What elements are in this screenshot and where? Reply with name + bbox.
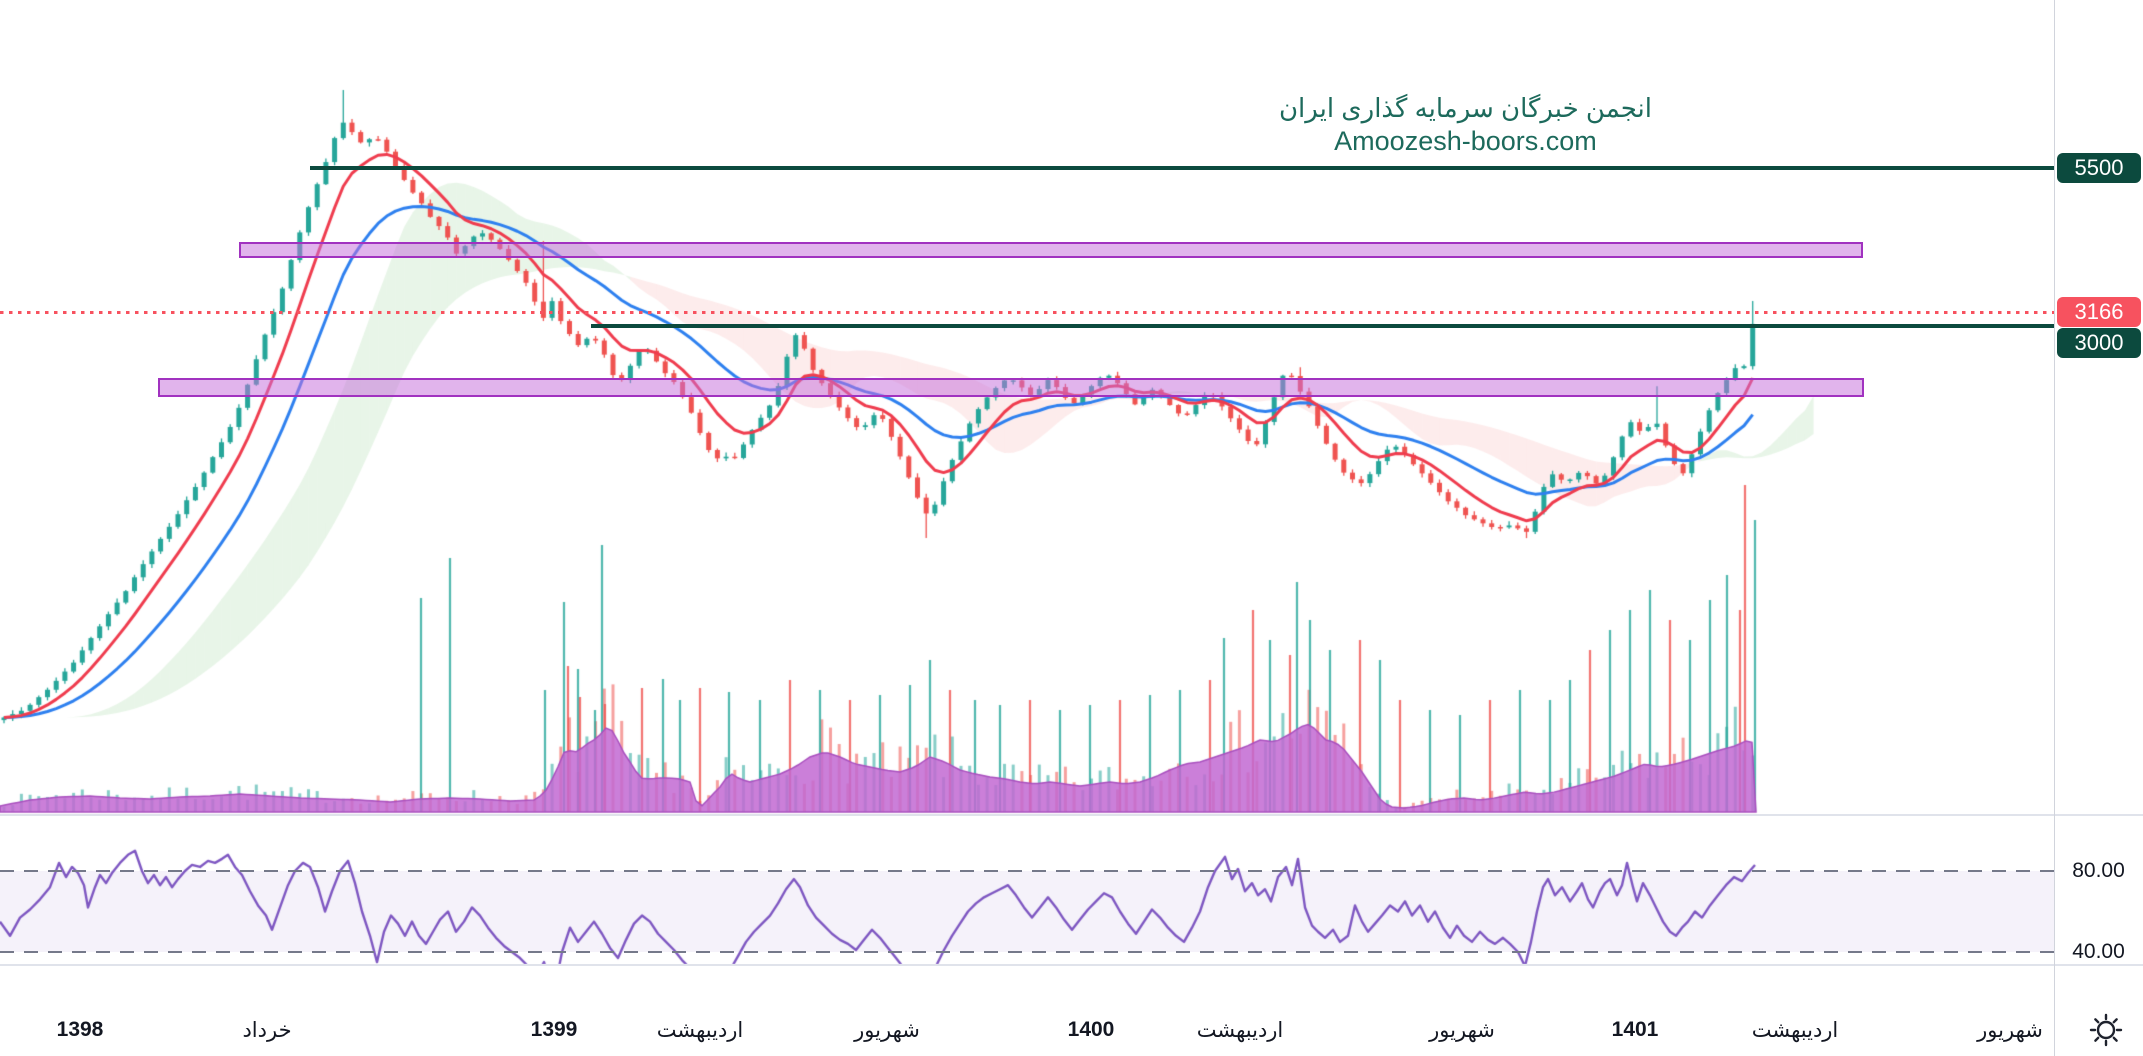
rsi-label-40: 40.00 [2072,940,2125,963]
level-line-5500[interactable] [310,165,2054,170]
price-badge-3000: 3000 [2057,327,2141,358]
level-line-3000[interactable] [591,323,2054,328]
supply-zone-rect[interactable] [239,241,1863,258]
rsi-lower-dashed-line[interactable] [0,951,2062,953]
time-tick-1399[interactable]: 1399 [530,1018,578,1041]
time-axis[interactable]: 1398 خرداد 1399 اردیبهشت شهریور 1400 اردیبهشت ش… [0,966,2054,1056]
time-tick-شهریور[interactable]: شهریور [1429,1019,1495,1042]
pane-separator-rsi-time[interactable] [0,964,2143,966]
rsi-upper-dashed-line[interactable] [0,870,2062,872]
price-axis[interactable]: 9000700042002400180014001100860685545 [2054,0,2143,964]
time-tick-1400[interactable]: 1400 [1067,1018,1115,1041]
time-tick-اردیبهشت[interactable]: اردیبهشت [1751,1019,1839,1042]
time-tick-1398[interactable]: 1398 [56,1018,104,1041]
watermark-title: انجمن خبرگان سرمایه گذاری ایران [1278,93,1652,123]
rsi-label-80: 80.00 [2072,859,2125,882]
sun-icon[interactable] [2088,1012,2124,1048]
pane-separator-main-rsi[interactable] [0,814,2143,816]
price-badge-5500: 5500 [2057,152,2141,183]
last-price-line[interactable] [0,310,2054,314]
watermark: انجمن خبرگان سرمایه گذاری ایران Amoozesh… [1279,92,1652,158]
price-badge-last-3166: 3166 [2057,296,2141,327]
price-axis-border [2054,0,2055,1056]
rsi-band [0,871,2054,952]
time-tick-1401[interactable]: 1401 [1611,1018,1659,1041]
watermark-url: Amoozesh-boors.com [1334,125,1597,156]
time-tick-شهریور[interactable]: شهریور [854,1019,920,1042]
time-tick-خرداد[interactable]: خرداد [242,1019,292,1042]
time-tick-شهریور[interactable]: شهریور [1977,1019,2043,1042]
time-tick-اردیبهشت[interactable]: اردیبهشت [656,1019,744,1042]
time-tick-اردیبهشت[interactable]: اردیبهشت [1196,1019,1284,1042]
demand-zone-rect[interactable] [158,378,1864,398]
